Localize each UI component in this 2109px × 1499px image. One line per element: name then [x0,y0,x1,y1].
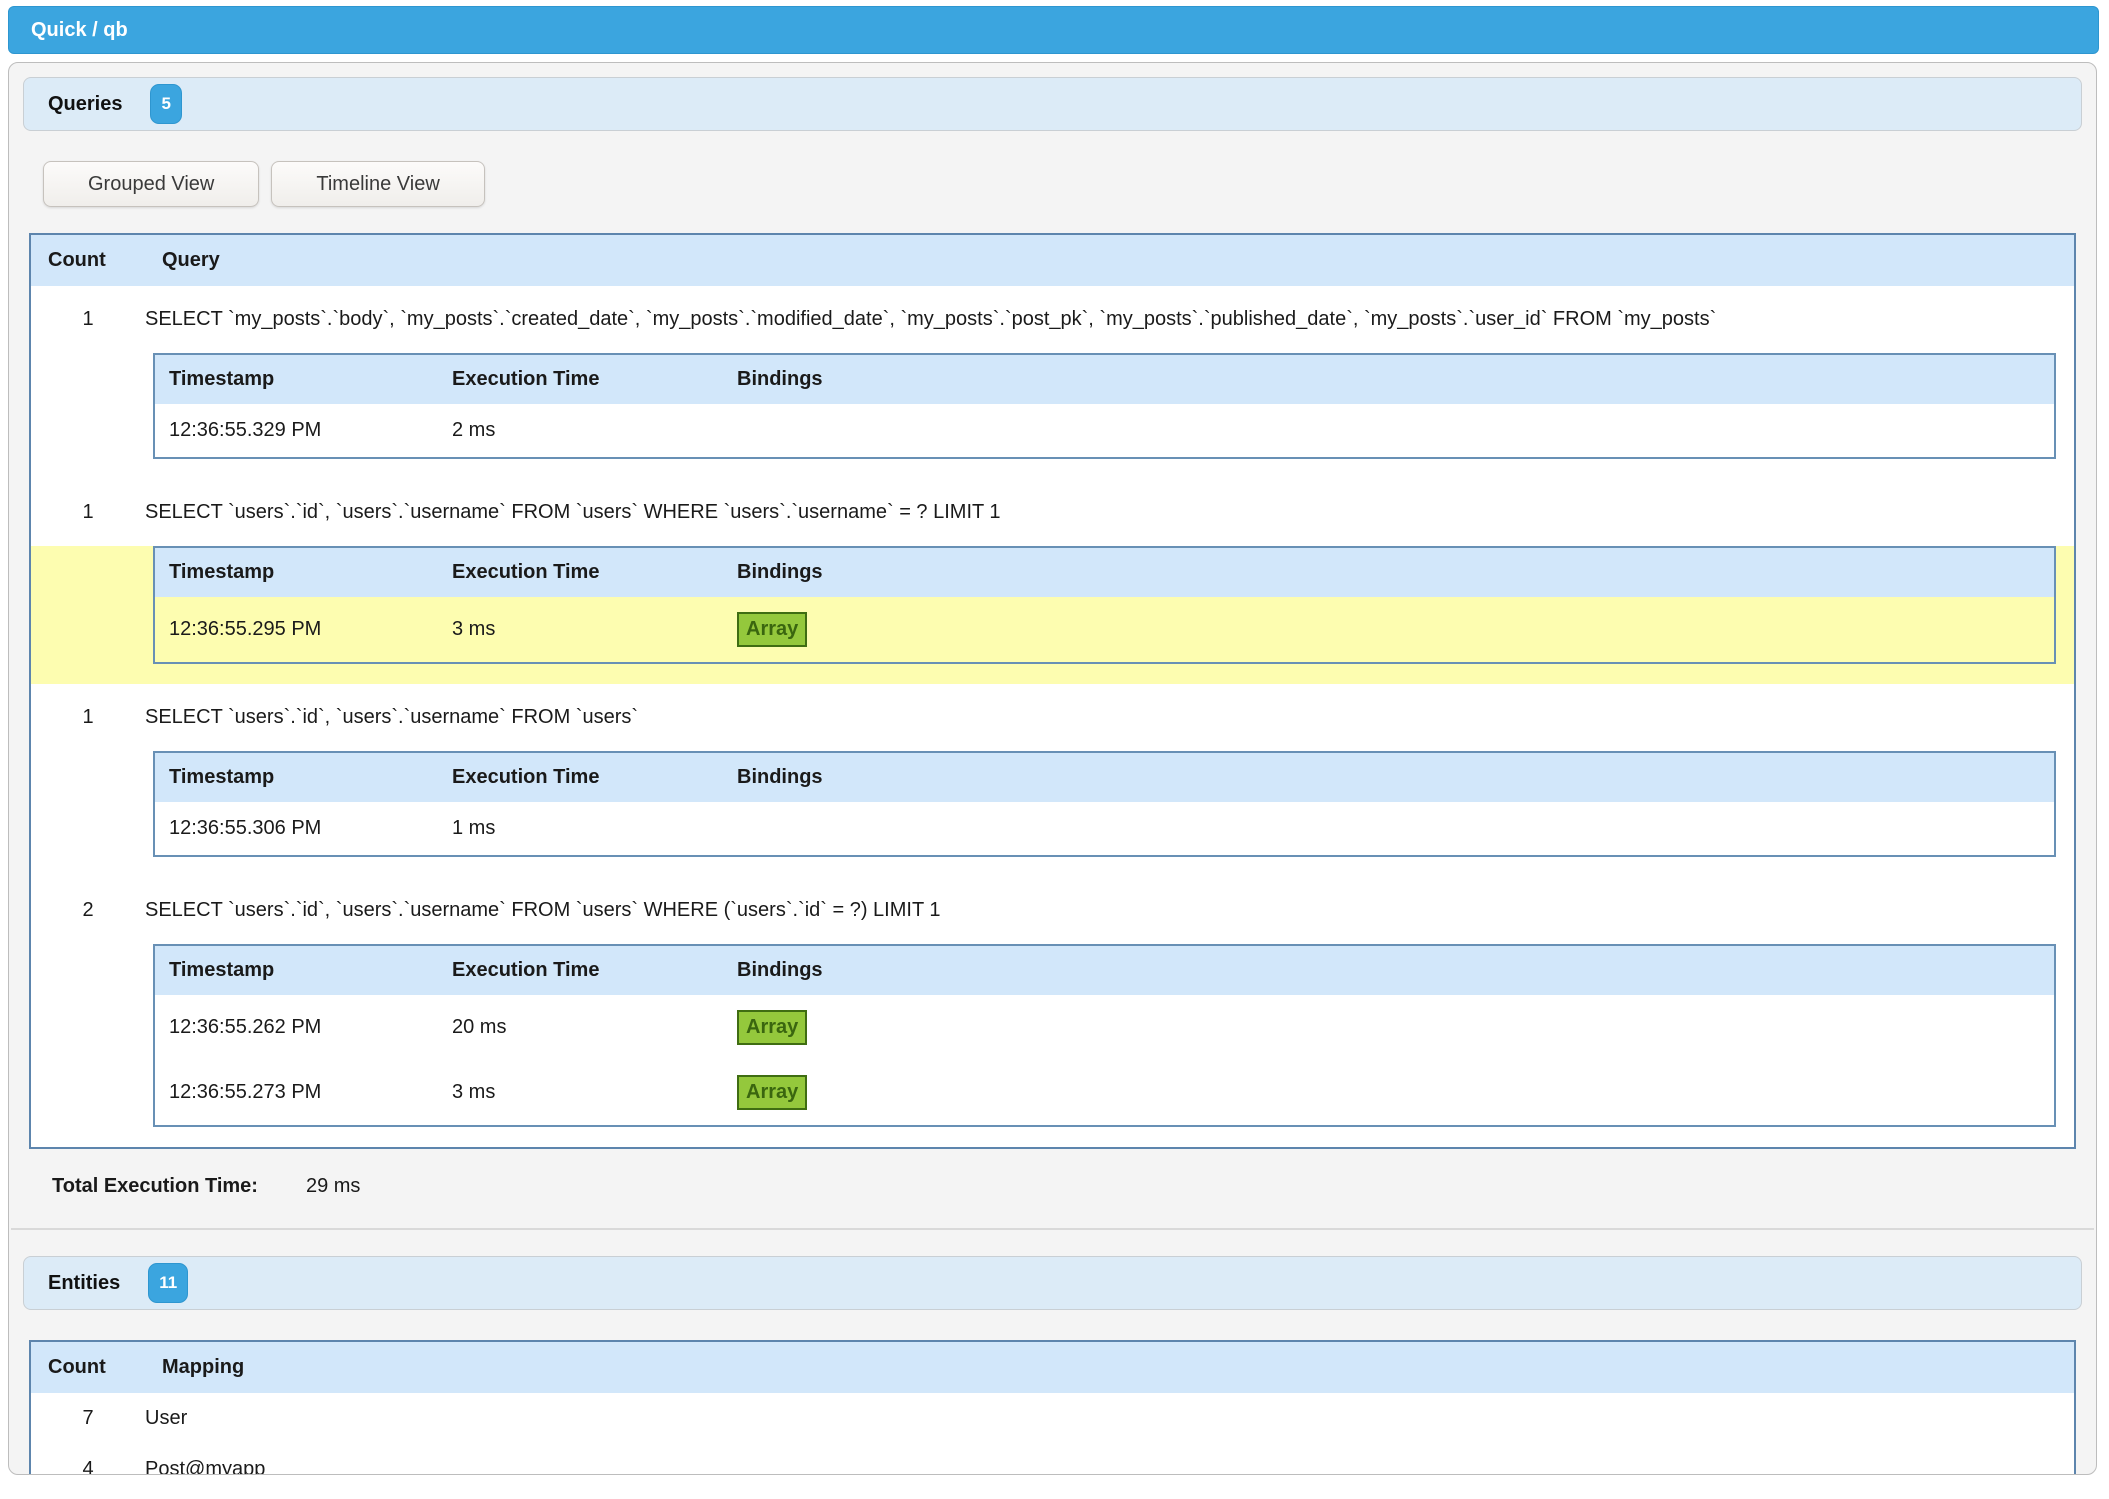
query-detail-row: Timestamp Execution Time Bindings 12:36:… [30,944,2075,1148]
bindings-cell [723,802,2055,856]
queries-section-header: Queries 5 [23,77,2082,131]
bindings-cell: Array [723,1060,2055,1126]
timestamp-cell: 12:36:55.306 PM [154,802,438,856]
timestamp-cell: 12:36:55.273 PM [154,1060,438,1126]
execution-time-cell: 1 ms [438,802,723,856]
total-execution-time-label: Total Execution Time: [52,1175,258,1198]
entities-header-count: Count [30,1341,145,1393]
executions-table: Timestamp Execution Time Bindings 12:36:… [153,751,2056,857]
query-row: 2 SELECT `users`.`id`, `users`.`username… [30,877,2075,944]
entities-count-badge: 11 [148,1263,188,1303]
query-count: 2 [30,877,145,944]
query-row: 1 SELECT `users`.`id`, `users`.`username… [30,479,2075,546]
query-detail-cell: Timestamp Execution Time Bindings 12:36:… [30,944,2075,1148]
query-detail-cell: Timestamp Execution Time Bindings 12:36:… [30,353,2075,479]
query-row: 1 SELECT `my_posts`.`body`, `my_posts`.`… [30,286,2075,353]
queries-header-count: Count [30,234,145,286]
executions-table: Timestamp Execution Time Bindings 12:36:… [153,546,2056,664]
timeline-view-button[interactable]: Timeline View [271,161,484,207]
total-execution-time-value: 29 ms [306,1175,360,1198]
timestamp-cell: 12:36:55.295 PM [154,597,438,663]
executions-header-timestamp: Timestamp [154,945,438,995]
query-sql-text: SELECT `users`.`id`, `users`.`username` … [145,877,2075,944]
execution-time-cell: 3 ms [438,1060,723,1126]
entities-table-header-row: Count Mapping [30,1341,2075,1393]
executions-header-timestamp: Timestamp [154,547,438,597]
entities-section-header: Entities 11 [23,1256,2082,1310]
queries-header-query: Query [145,234,2075,286]
queries-table: Count Query 1 SELECT `my_posts`.`body`, … [29,233,2076,1149]
entities-section-title: Entities [48,1272,120,1295]
entity-row: 7 User [30,1393,2075,1444]
entity-mapping: User [145,1393,2075,1444]
query-count: 1 [30,684,145,751]
debug-panel: Queries 5 Grouped View Timeline View Cou… [8,62,2097,1475]
executions-header-bindings: Bindings [723,547,2055,597]
bindings-cell: Array [723,597,2055,663]
executions-header-execution-time: Execution Time [438,752,723,802]
query-detail-row: Timestamp Execution Time Bindings 12:36:… [30,353,2075,479]
execution-row: 12:36:55.262 PM 20 ms Array [154,995,2055,1060]
query-row: 1 SELECT `users`.`id`, `users`.`username… [30,684,2075,751]
query-detail-cell: Timestamp Execution Time Bindings 12:36:… [30,751,2075,877]
query-detail-row-highlighted: Timestamp Execution Time Bindings 12:36:… [30,546,2075,684]
query-detail-cell: Timestamp Execution Time Bindings 12:36:… [30,546,2075,684]
executions-header-row: Timestamp Execution Time Bindings [154,547,2055,597]
executions-header-timestamp: Timestamp [154,354,438,404]
execution-row: 12:36:55.273 PM 3 ms Array [154,1060,2055,1126]
executions-header-execution-time: Execution Time [438,547,723,597]
query-detail-row: Timestamp Execution Time Bindings 12:36:… [30,751,2075,877]
executions-header-bindings: Bindings [723,354,2055,404]
entities-header-mapping: Mapping [145,1341,2075,1393]
section-divider [11,1228,2094,1230]
executions-header-execution-time: Execution Time [438,354,723,404]
execution-row: 12:36:55.295 PM 3 ms Array [154,597,2055,663]
execution-row: 12:36:55.329 PM 2 ms [154,404,2055,458]
executions-header-bindings: Bindings [723,945,2055,995]
executions-header-row: Timestamp Execution Time Bindings [154,945,2055,995]
entity-mapping: Post@myapp [145,1444,2075,1475]
array-bindings-badge[interactable]: Array [737,1010,807,1045]
total-execution-time-row: Total Execution Time: 29 ms [52,1175,2096,1198]
queries-section-title: Queries [48,93,122,116]
entities-table: Count Mapping 7 User 4 Post@myapp [29,1340,2076,1475]
timestamp-cell: 12:36:55.329 PM [154,404,438,458]
page-title: Quick / qb [31,19,128,42]
query-sql-text: SELECT `my_posts`.`body`, `my_posts`.`cr… [145,286,2075,353]
grouped-view-button[interactable]: Grouped View [43,161,259,207]
bindings-cell: Array [723,995,2055,1060]
timestamp-cell: 12:36:55.262 PM [154,995,438,1060]
entity-row: 4 Post@myapp [30,1444,2075,1475]
array-bindings-badge[interactable]: Array [737,1075,807,1110]
execution-time-cell: 2 ms [438,404,723,458]
title-bar: Quick / qb [8,6,2099,54]
executions-header-bindings: Bindings [723,752,2055,802]
execution-time-cell: 20 ms [438,995,723,1060]
executions-table: Timestamp Execution Time Bindings 12:36:… [153,944,2056,1127]
entity-count: 7 [30,1393,145,1444]
bindings-cell [723,404,2055,458]
executions-header-execution-time: Execution Time [438,945,723,995]
execution-row: 12:36:55.306 PM 1 ms [154,802,2055,856]
execution-time-cell: 3 ms [438,597,723,663]
executions-table: Timestamp Execution Time Bindings 12:36:… [153,353,2056,459]
executions-header-row: Timestamp Execution Time Bindings [154,354,2055,404]
executions-header-timestamp: Timestamp [154,752,438,802]
view-toggle-group: Grouped View Timeline View [43,161,2096,207]
array-bindings-badge[interactable]: Array [737,612,807,647]
query-sql-text: SELECT `users`.`id`, `users`.`username` … [145,479,2075,546]
queries-table-header-row: Count Query [30,234,2075,286]
entity-count: 4 [30,1444,145,1475]
query-count: 1 [30,286,145,353]
query-sql-text: SELECT `users`.`id`, `users`.`username` … [145,684,2075,751]
queries-count-badge: 5 [150,84,181,124]
query-count: 1 [30,479,145,546]
executions-header-row: Timestamp Execution Time Bindings [154,752,2055,802]
